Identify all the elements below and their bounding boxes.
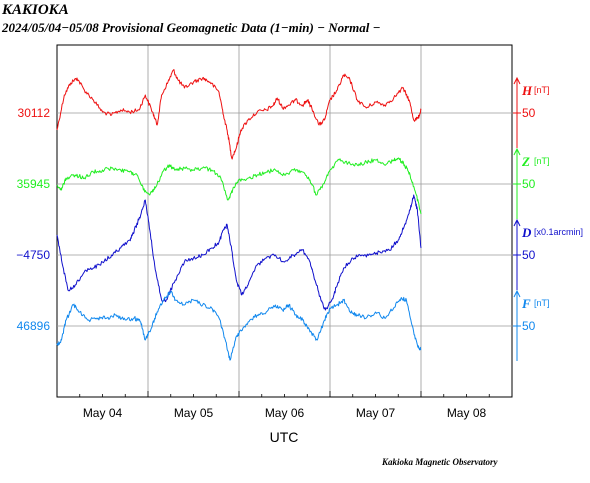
chart-title: KAKIOKA — [2, 2, 69, 18]
series-line-z — [56, 157, 422, 215]
scale-arrow-d — [513, 218, 521, 227]
baseline-label-h: 30112 — [18, 106, 51, 120]
plot-frame — [56, 44, 513, 398]
series-unit-h: [nT] — [534, 85, 550, 95]
right-axis: 50H [nT]50Z [nT]50D [x0.1arcmin]50F [nT] — [513, 76, 583, 361]
scale-label-z: 50 — [522, 177, 536, 191]
series-unit-d: [x0.1arcmin] — [534, 227, 583, 237]
series-lines — [56, 69, 422, 361]
series-line-f — [56, 290, 422, 361]
x-tick-label: May 07 — [356, 406, 396, 420]
series-unit-f: [nT] — [534, 298, 550, 308]
footer-credit: Kakioka Magnetic Observatory — [382, 457, 498, 467]
baseline-label-z: 35945 — [17, 177, 51, 191]
series-name-h: H — [521, 83, 533, 98]
scale-label-d: 50 — [522, 248, 536, 262]
baseline-label-f: 46896 — [17, 319, 51, 333]
x-tick-label: May 05 — [174, 406, 214, 420]
series-line-d — [56, 194, 422, 311]
grid — [147, 45, 422, 397]
baselines — [57, 112, 512, 327]
baseline-label-d: −4750 — [16, 248, 50, 262]
x-tick-label: May 06 — [265, 406, 305, 420]
chart-subtitle: 2024/05/04−05/08 Provisional Geomagnetic… — [2, 20, 381, 35]
scale-label-f: 50 — [522, 319, 536, 333]
x-axis-label: UTC — [270, 429, 299, 445]
left-axis-labels: 30112 35945 −4750 46896 — [16, 106, 50, 333]
scale-arrow-f — [513, 289, 521, 298]
x-axis-ticks: May 04 May 05 May 06 May 07 May 08 — [56, 391, 513, 420]
series-name-f: F — [521, 296, 531, 311]
scale-arrow-h — [513, 76, 521, 85]
x-tick-label: May 08 — [447, 406, 487, 420]
x-tick-label: May 04 — [83, 406, 123, 420]
series-name-z: Z — [521, 154, 530, 169]
series-line-h — [56, 69, 422, 160]
scale-label-h: 50 — [522, 106, 536, 120]
series-name-d: D — [521, 225, 532, 240]
series-unit-z: [nT] — [534, 156, 550, 166]
scale-arrow-z — [513, 147, 521, 156]
